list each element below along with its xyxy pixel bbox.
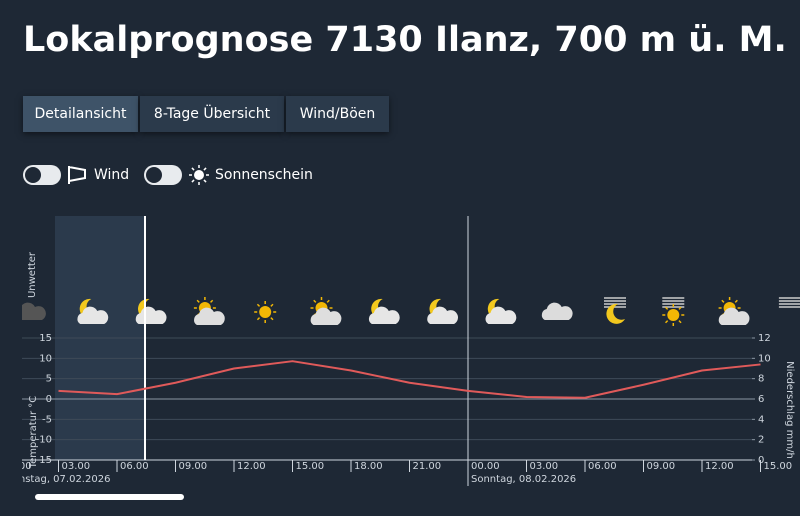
weather-icon (485, 298, 517, 324)
weather-icon (604, 297, 626, 324)
icon-cloud (718, 307, 750, 325)
icon-sun-ray (664, 320, 669, 324)
toggle-knob (25, 167, 41, 183)
y2-axis-label: Niederschlag mm/h (784, 361, 795, 459)
date-label: Samstag, 07.02.2026 (3, 474, 110, 485)
weather-icon (310, 297, 342, 325)
weather-icon (541, 302, 573, 320)
icon-cloud (194, 307, 225, 325)
sun-ray (191, 167, 195, 171)
icon-sun-ray (326, 299, 330, 303)
x-tick-label: 03.00 (530, 461, 559, 472)
sun-ray (203, 179, 207, 183)
icon-sun (667, 309, 680, 321)
tab[interactable]: 8-Tage Übersicht (140, 96, 284, 132)
icon-sun-ray (678, 306, 682, 310)
weather-icon (427, 298, 458, 324)
toggle-knob (146, 167, 162, 183)
weather-icon (22, 302, 46, 320)
x-tick-label: 12.00 (705, 461, 734, 472)
weather-icon (254, 301, 277, 323)
temperature-line (58, 360, 761, 399)
weather-icon (718, 297, 750, 325)
y-tick-label: -10 (36, 435, 52, 446)
icon-cloud (427, 306, 458, 324)
x-tick-label: 03.00 (62, 461, 91, 472)
x-tick-label: 00.00 (471, 461, 500, 472)
y2-tick-label: 8 (758, 374, 764, 385)
weather-icon (662, 297, 685, 326)
icon-cloud (541, 302, 573, 320)
x-tick-label: 12.00 (237, 461, 266, 472)
y-tick-label: 0 (46, 394, 52, 405)
weather-icon (135, 298, 167, 324)
y2-tick-label: 2 (758, 435, 764, 446)
icon-cloud (485, 306, 517, 324)
icon-sun-ray (256, 303, 261, 307)
y-tick-label: 5 (46, 374, 52, 385)
icon-cloud (310, 307, 342, 325)
icon-sun-ray (734, 299, 738, 303)
icon-sun (259, 306, 272, 318)
icon-sun-ray (210, 299, 214, 303)
y-axis-label: Temperatur °C (28, 396, 39, 470)
x-tick-label: 06.00 (588, 461, 617, 472)
icon-sun-ray (256, 317, 261, 321)
y-tick-label: -5 (42, 414, 52, 425)
page-title: Lokalprognose 7130 Ilanz, 700 m ü. M. (23, 20, 787, 60)
x-tick-label: 06.00 (120, 461, 149, 472)
toggle-label: Sonnenschein (215, 167, 313, 183)
y-tick-label: 15 (39, 333, 52, 344)
icon-cloud (22, 302, 46, 320)
icon-sun-ray (721, 299, 725, 303)
icon-sun-ray (664, 306, 669, 310)
icon-cloud (135, 306, 167, 324)
weather-icon (778, 297, 800, 308)
toggle[interactable] (23, 165, 61, 185)
row-label: Unwetter (27, 251, 38, 298)
weather-icon (77, 298, 109, 324)
x-tick-label: 00.00 (3, 461, 32, 472)
wind-icon (68, 166, 86, 184)
sun-ray (203, 167, 207, 171)
y2-tick-label: 0 (758, 455, 764, 466)
x-tick-label: 15.00 (296, 461, 325, 472)
toggle[interactable] (144, 165, 182, 185)
x-tick-label: 09.00 (647, 461, 676, 472)
weather-icon (193, 297, 225, 325)
tab[interactable]: Wind/Böen (286, 96, 389, 132)
icon-sun-ray (313, 299, 317, 303)
y2-tick-label: 4 (758, 414, 764, 425)
icon-moon (606, 303, 625, 324)
icon-sun-ray (270, 317, 274, 321)
x-tick-label: 18.00 (354, 461, 383, 472)
scrollbar[interactable] (35, 494, 184, 500)
sun-ray (191, 179, 195, 183)
x-tick-label: 09.00 (179, 461, 208, 472)
sun-icon (194, 170, 204, 180)
icon-sun-ray (196, 299, 200, 303)
date-label: Sonntag, 08.02.2026 (471, 474, 576, 485)
icon-cloud (77, 306, 109, 324)
y2-tick-label: 6 (758, 394, 764, 405)
y-tick-label: 10 (39, 353, 52, 364)
icon-sun-ray (678, 320, 682, 324)
y2-tick-label: 10 (758, 353, 771, 364)
tab[interactable]: Detailansicht (23, 96, 138, 132)
x-tick-label: 21.00 (413, 461, 442, 472)
icon-cloud (368, 306, 400, 324)
toggle-label: Wind (94, 167, 129, 183)
icon-sun-ray (270, 303, 274, 307)
y2-tick-label: 12 (758, 333, 771, 344)
weather-icon (368, 298, 400, 324)
x-tick-label: 15.00 (764, 461, 793, 472)
